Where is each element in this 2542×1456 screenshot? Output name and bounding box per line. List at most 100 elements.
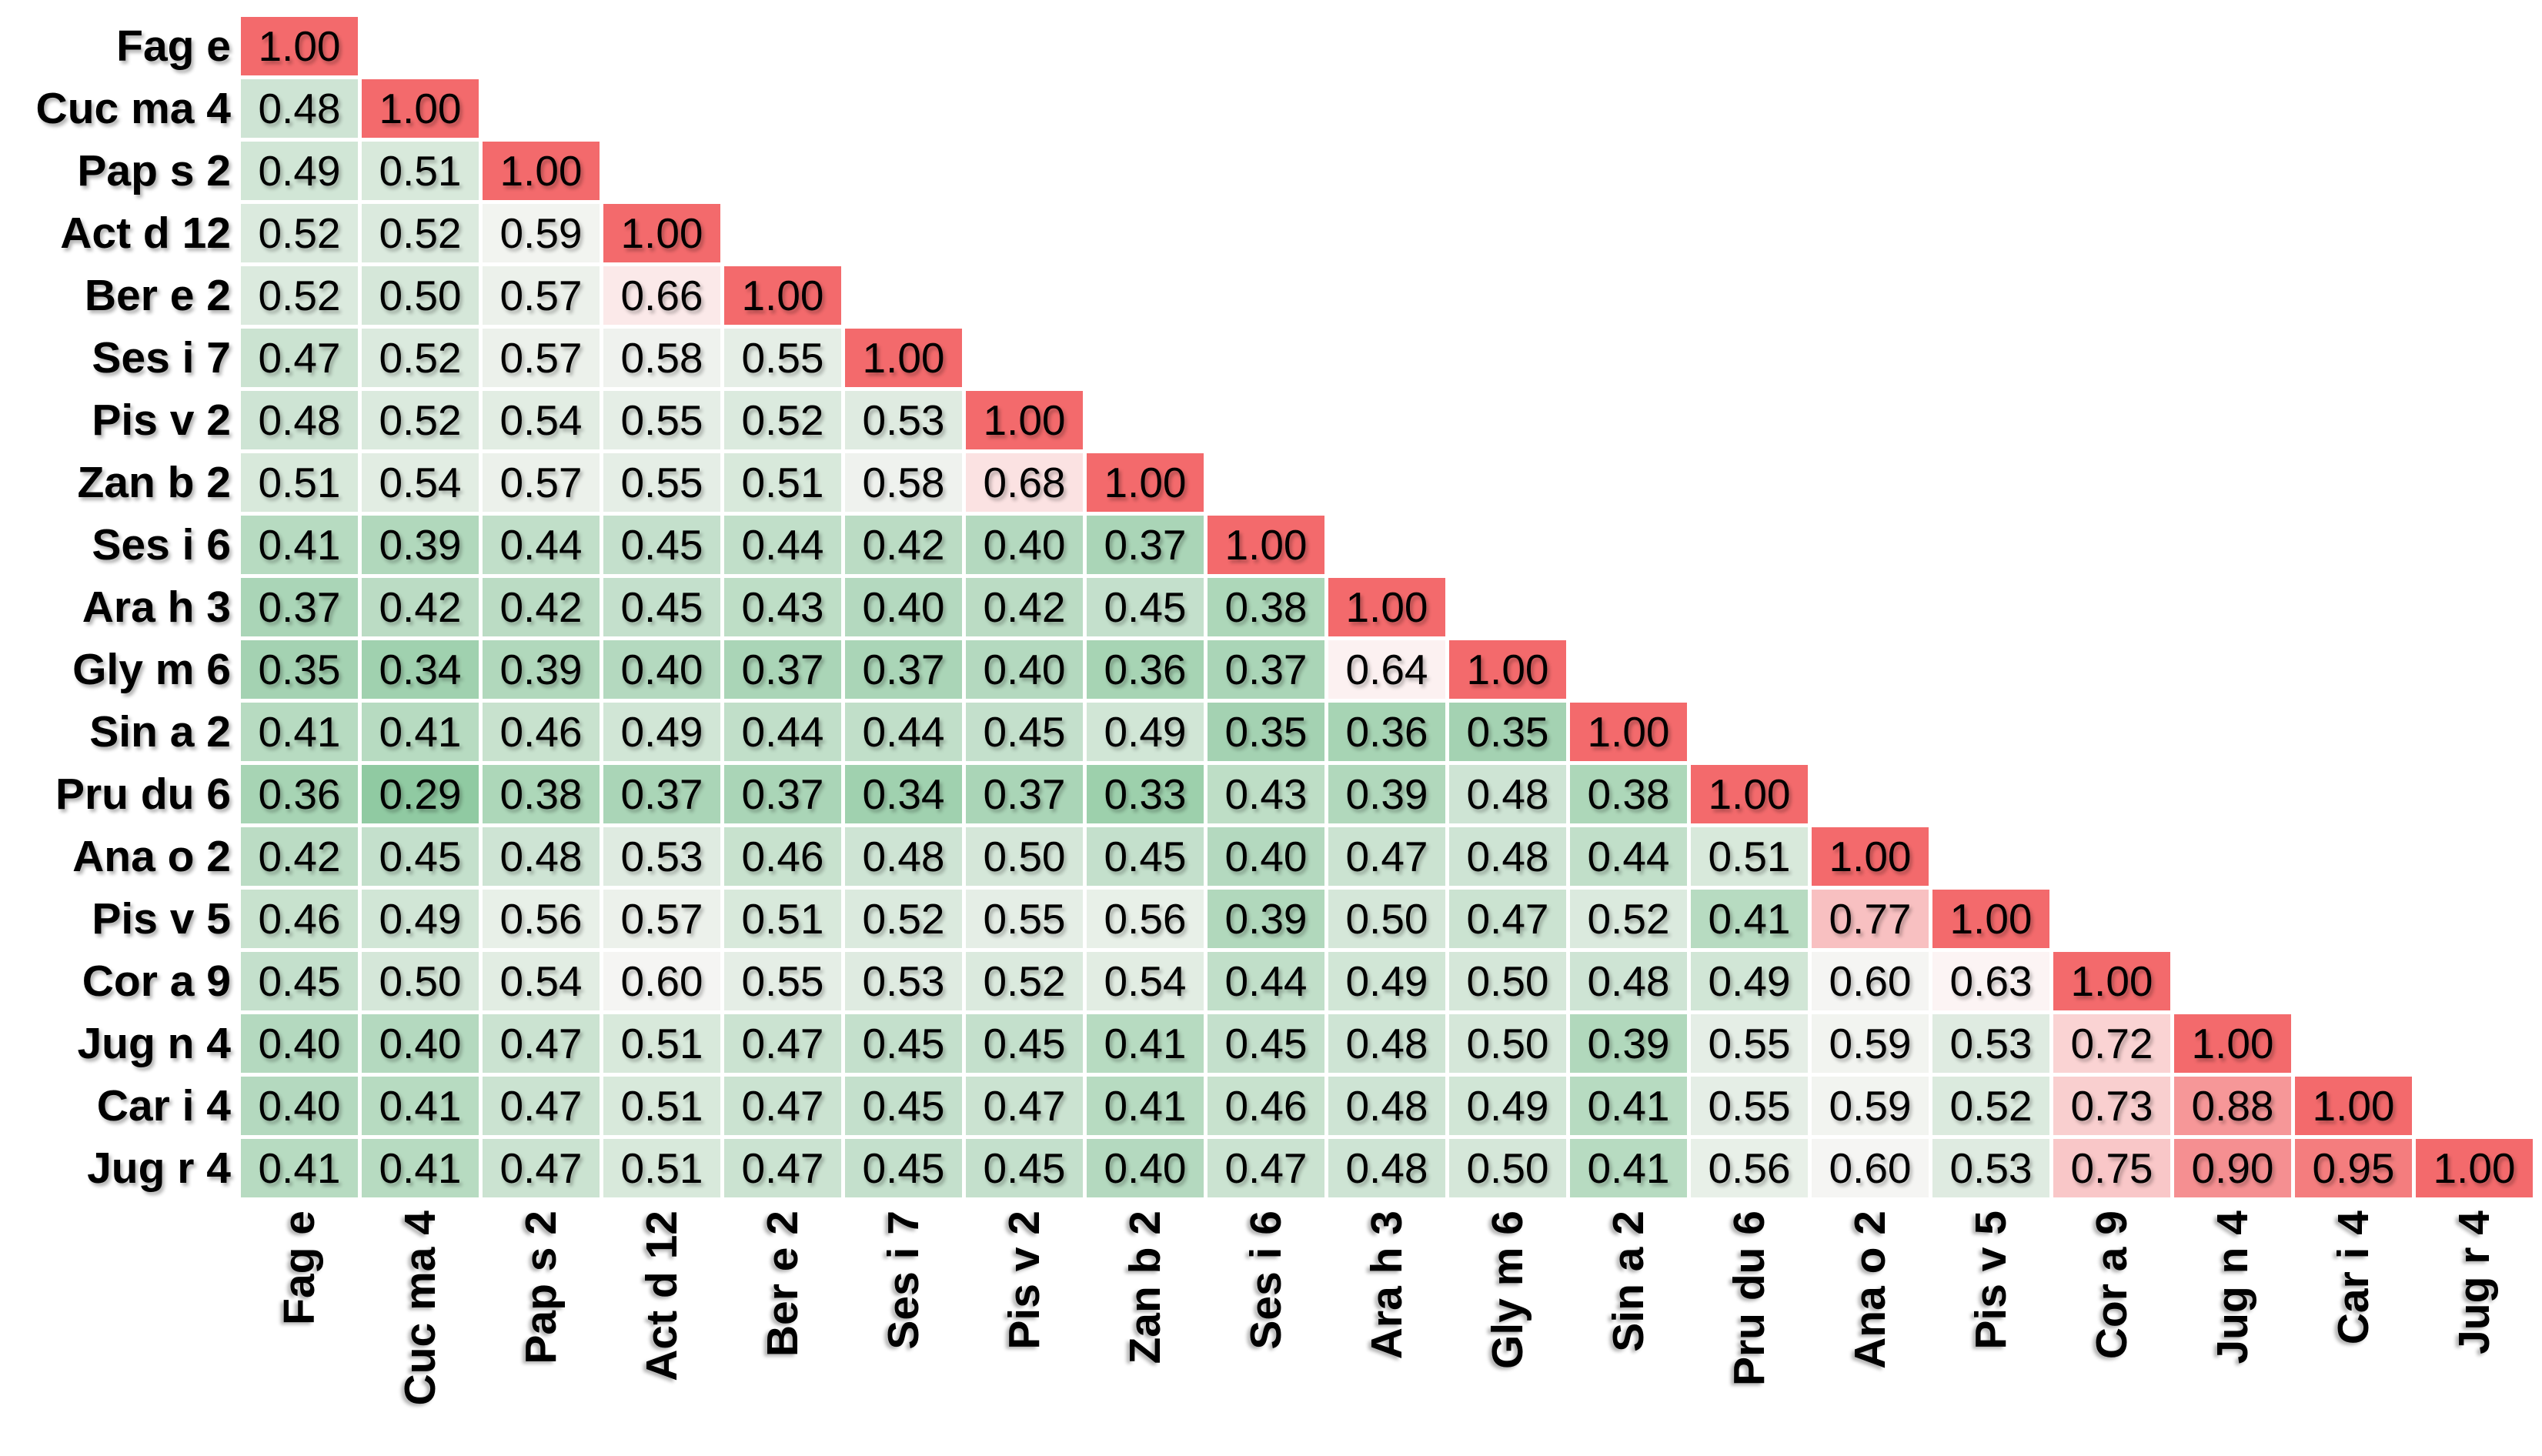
heatmap-cell: 0.48 [1328,1077,1445,1135]
heatmap-cell: 0.48 [241,79,358,138]
heatmap-cell: 0.36 [241,765,358,823]
heatmap-cell: 0.35 [241,640,358,699]
heatmap-cell: 0.64 [1328,640,1445,699]
heatmap-cell: 0.53 [845,391,962,449]
col-label: Pru du 6 [1691,1211,1808,1451]
heatmap-cell: 0.55 [603,391,720,449]
heatmap-cell: 1.00 [724,266,841,325]
heatmap-cell: 0.42 [241,827,358,886]
heatmap-cell: 1.00 [966,391,1083,449]
heatmap-cell: 0.36 [1087,640,1204,699]
heatmap-cell: 0.55 [966,890,1083,948]
heatmap-cell: 0.37 [845,640,962,699]
heatmap-cell: 0.45 [362,827,479,886]
heatmap-cell: 0.45 [603,578,720,636]
row-label: Car i 4 [96,1081,231,1130]
heatmap-cell: 1.00 [1570,703,1687,761]
col-label: Jug n 4 [2174,1211,2291,1451]
heatmap-cell: 0.56 [1087,890,1204,948]
heatmap-cell: 1.00 [1087,453,1204,512]
col-label: Cor a 9 [2053,1211,2170,1451]
heatmap-cell: 0.41 [362,1077,479,1135]
heatmap-cell: 0.40 [241,1077,358,1135]
row-label: Pap s 2 [77,146,231,195]
heatmap-cell: 0.41 [1087,1077,1204,1135]
col-label-text: Ber e 2 [758,1211,807,1357]
heatmap-cell: 0.66 [603,266,720,325]
heatmap-cell: 0.49 [241,142,358,200]
col-label-text: Zan b 2 [1121,1211,1170,1364]
heatmap-cell: 0.47 [1449,890,1566,948]
heatmap-cell: 0.54 [483,952,600,1010]
heatmap-cell: 0.46 [241,890,358,948]
heatmap-cell: 0.41 [362,703,479,761]
heatmap-cell: 0.47 [966,1077,1083,1135]
col-label-text: Pis v 5 [1966,1211,2016,1350]
heatmap-cell: 0.57 [483,266,600,325]
heatmap-cell: 0.63 [1932,952,2049,1010]
heatmap-cell: 0.40 [966,640,1083,699]
heatmap-cell: 0.57 [483,329,600,387]
heatmap-cell: 0.51 [1691,827,1808,886]
heatmap-cell: 0.51 [724,890,841,948]
heatmap-cell: 1.00 [845,329,962,387]
heatmap-cell: 0.68 [966,453,1083,512]
heatmap-cell: 0.45 [1208,1014,1324,1073]
heatmap-cell: 0.49 [362,890,479,948]
row-label: Cuc ma 4 [35,84,231,133]
col-label: Cuc ma 4 [362,1211,479,1451]
col-label-text: Ara h 3 [1362,1211,1411,1360]
col-label-text: Jug n 4 [2208,1211,2257,1364]
heatmap-cell: 0.52 [966,952,1083,1010]
col-label-text: Ses i 6 [1241,1211,1291,1350]
heatmap-cell: 0.59 [1812,1014,1929,1073]
heatmap-cell: 0.53 [1932,1014,2049,1073]
heatmap-cell: 0.46 [1208,1077,1324,1135]
heatmap-cell: 0.42 [483,578,600,636]
heatmap-cell: 0.29 [362,765,479,823]
col-label-text: Act d 12 [637,1211,686,1381]
heatmap-cell: 0.40 [966,516,1083,574]
row-label: Jug r 4 [87,1144,231,1193]
heatmap-cell: 0.54 [483,391,600,449]
heatmap-cell: 0.48 [1449,827,1566,886]
heatmap-cell: 0.48 [1449,765,1566,823]
heatmap-cell: 0.41 [241,516,358,574]
heatmap-cell: 0.53 [603,827,720,886]
heatmap-cell: 0.40 [1087,1139,1204,1197]
heatmap-cell: 0.46 [724,827,841,886]
heatmap-cell: 0.51 [603,1077,720,1135]
col-label-text: Cor a 9 [2087,1211,2136,1360]
heatmap-cell: 0.37 [1208,640,1324,699]
heatmap-cell: 1.00 [1691,765,1808,823]
heatmap-cell: 1.00 [483,142,600,200]
heatmap-cell: 0.55 [1691,1077,1808,1135]
heatmap-cell: 0.37 [966,765,1083,823]
row-label: Ses i 6 [92,520,231,569]
heatmap-cell: 0.72 [2053,1014,2170,1073]
heatmap-cell: 0.44 [1570,827,1687,886]
heatmap-cell: 1.00 [2053,952,2170,1010]
heatmap-cell: 0.34 [845,765,962,823]
heatmap-cell: 0.39 [1570,1014,1687,1073]
heatmap-cell: 0.55 [1691,1014,1808,1073]
col-label-text: Pru du 6 [1725,1211,1774,1387]
heatmap-cell: 0.55 [724,952,841,1010]
col-label: Act d 12 [603,1211,720,1451]
heatmap-cell: 0.52 [362,329,479,387]
heatmap-cell: 0.45 [241,952,358,1010]
heatmap-cell: 0.51 [603,1139,720,1197]
heatmap-cell: 0.38 [1570,765,1687,823]
heatmap-cell: 0.45 [966,1014,1083,1073]
heatmap-cell: 0.51 [241,453,358,512]
heatmap-cell: 0.54 [362,453,479,512]
heatmap-cell: 0.39 [1328,765,1445,823]
heatmap-cell: 1.00 [241,17,358,75]
heatmap-cell: 0.45 [845,1077,962,1135]
col-label: Pis v 5 [1932,1211,2049,1451]
heatmap-cell: 0.38 [483,765,600,823]
heatmap-cell: 0.41 [241,703,358,761]
row-label: Cor a 9 [82,957,231,1006]
heatmap-cell: 0.45 [1087,578,1204,636]
heatmap-cell: 0.43 [724,578,841,636]
